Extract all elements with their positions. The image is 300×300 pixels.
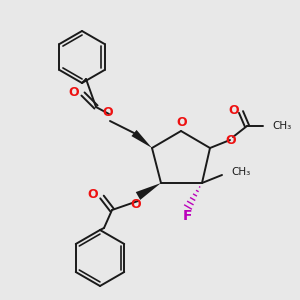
Text: CH₃: CH₃: [272, 121, 291, 131]
Text: O: O: [131, 199, 141, 212]
Text: O: O: [229, 104, 239, 118]
Text: O: O: [103, 106, 113, 119]
Text: F: F: [182, 209, 192, 223]
Text: O: O: [226, 134, 236, 148]
Text: O: O: [69, 85, 79, 98]
Text: O: O: [88, 188, 98, 202]
Text: CH₃: CH₃: [231, 167, 250, 177]
Text: O: O: [177, 116, 187, 128]
Polygon shape: [136, 183, 161, 200]
Polygon shape: [131, 130, 152, 148]
